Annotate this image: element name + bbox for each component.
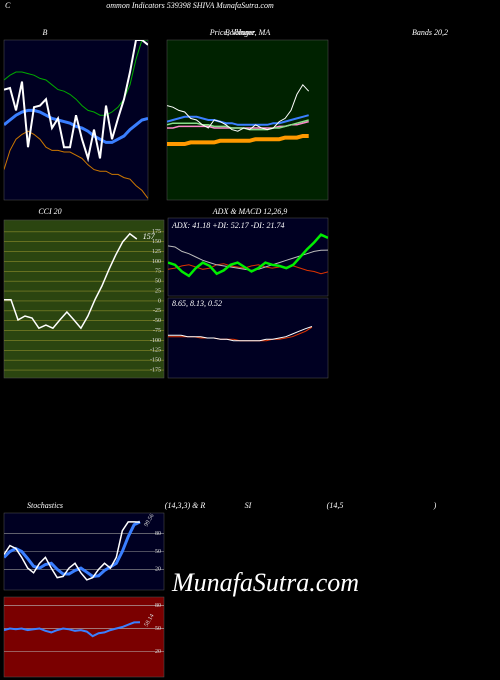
chart-title-overlay: Bollinger	[225, 28, 256, 37]
value-label: 58.14	[144, 613, 156, 628]
y-tick-label: 80	[155, 531, 161, 537]
series-line	[4, 232, 138, 330]
chart-title: Stochastics	[27, 501, 63, 510]
y-tick-label: 125	[152, 249, 161, 255]
chart-title: B	[43, 28, 48, 37]
y-tick-label: -25	[153, 308, 161, 314]
series-line	[168, 263, 328, 275]
value-label: 99.56	[144, 513, 156, 528]
chart-title-part: )	[433, 501, 437, 510]
chart-title: Price, Volume, MA	[209, 28, 271, 37]
header-letter: C	[5, 1, 11, 10]
y-tick-label: -100	[150, 338, 161, 344]
chart-title-part: (14,5	[327, 501, 344, 510]
series-line	[4, 40, 148, 163]
panel	[3, 219, 165, 379]
series-line	[168, 326, 313, 342]
y-tick-label: 20	[155, 649, 161, 655]
series-line	[4, 520, 141, 578]
y-tick-label: 50	[155, 626, 161, 632]
annotation: 8.65, 8.13, 0.52	[172, 299, 222, 308]
y-tick-label: 75	[155, 269, 161, 275]
chart-title-part: (14,3,3) & R	[165, 501, 206, 510]
y-tick-label: 50	[155, 549, 161, 555]
chart-title: ADX & MACD 12,26,9	[212, 207, 287, 216]
series-line	[4, 108, 148, 144]
series-line	[167, 119, 309, 131]
y-tick-label: 80	[155, 603, 161, 609]
series-line	[4, 521, 141, 581]
panel	[167, 297, 329, 379]
chart-title-end: Bands 20,2	[412, 28, 448, 37]
y-tick-label: 20	[155, 567, 161, 573]
y-tick-label: 150	[152, 239, 161, 245]
y-tick-label: 50	[155, 279, 161, 285]
series-line	[167, 134, 309, 146]
header-text: ommon Indicators 539398 SHIVA MunafaSutr…	[106, 1, 274, 10]
panel	[166, 39, 329, 201]
y-tick-label: -150	[150, 358, 161, 364]
y-tick-label: -125	[150, 348, 161, 354]
y-tick-label: 25	[155, 288, 161, 294]
chart-title: CCI 20	[38, 207, 61, 216]
y-tick-label: 175	[152, 229, 161, 235]
y-tick-label: 0	[158, 298, 161, 304]
series-line	[4, 621, 141, 638]
series-line	[168, 233, 328, 278]
chart-title-part: SI	[245, 501, 252, 510]
watermark: MunafaSutra.com	[171, 568, 359, 597]
series-line	[167, 114, 309, 126]
panel	[3, 596, 165, 678]
y-tick-label: -175	[150, 367, 161, 373]
series-line	[167, 83, 310, 132]
y-tick-label: -50	[153, 318, 161, 324]
value-label: 157	[143, 232, 156, 241]
series-line	[4, 130, 148, 199]
y-tick-label: 100	[152, 259, 161, 265]
y-tick-label: -75	[153, 328, 161, 334]
annotation: ADX: 41.18 +DI: 52.17 -DI: 21.74	[171, 221, 285, 230]
